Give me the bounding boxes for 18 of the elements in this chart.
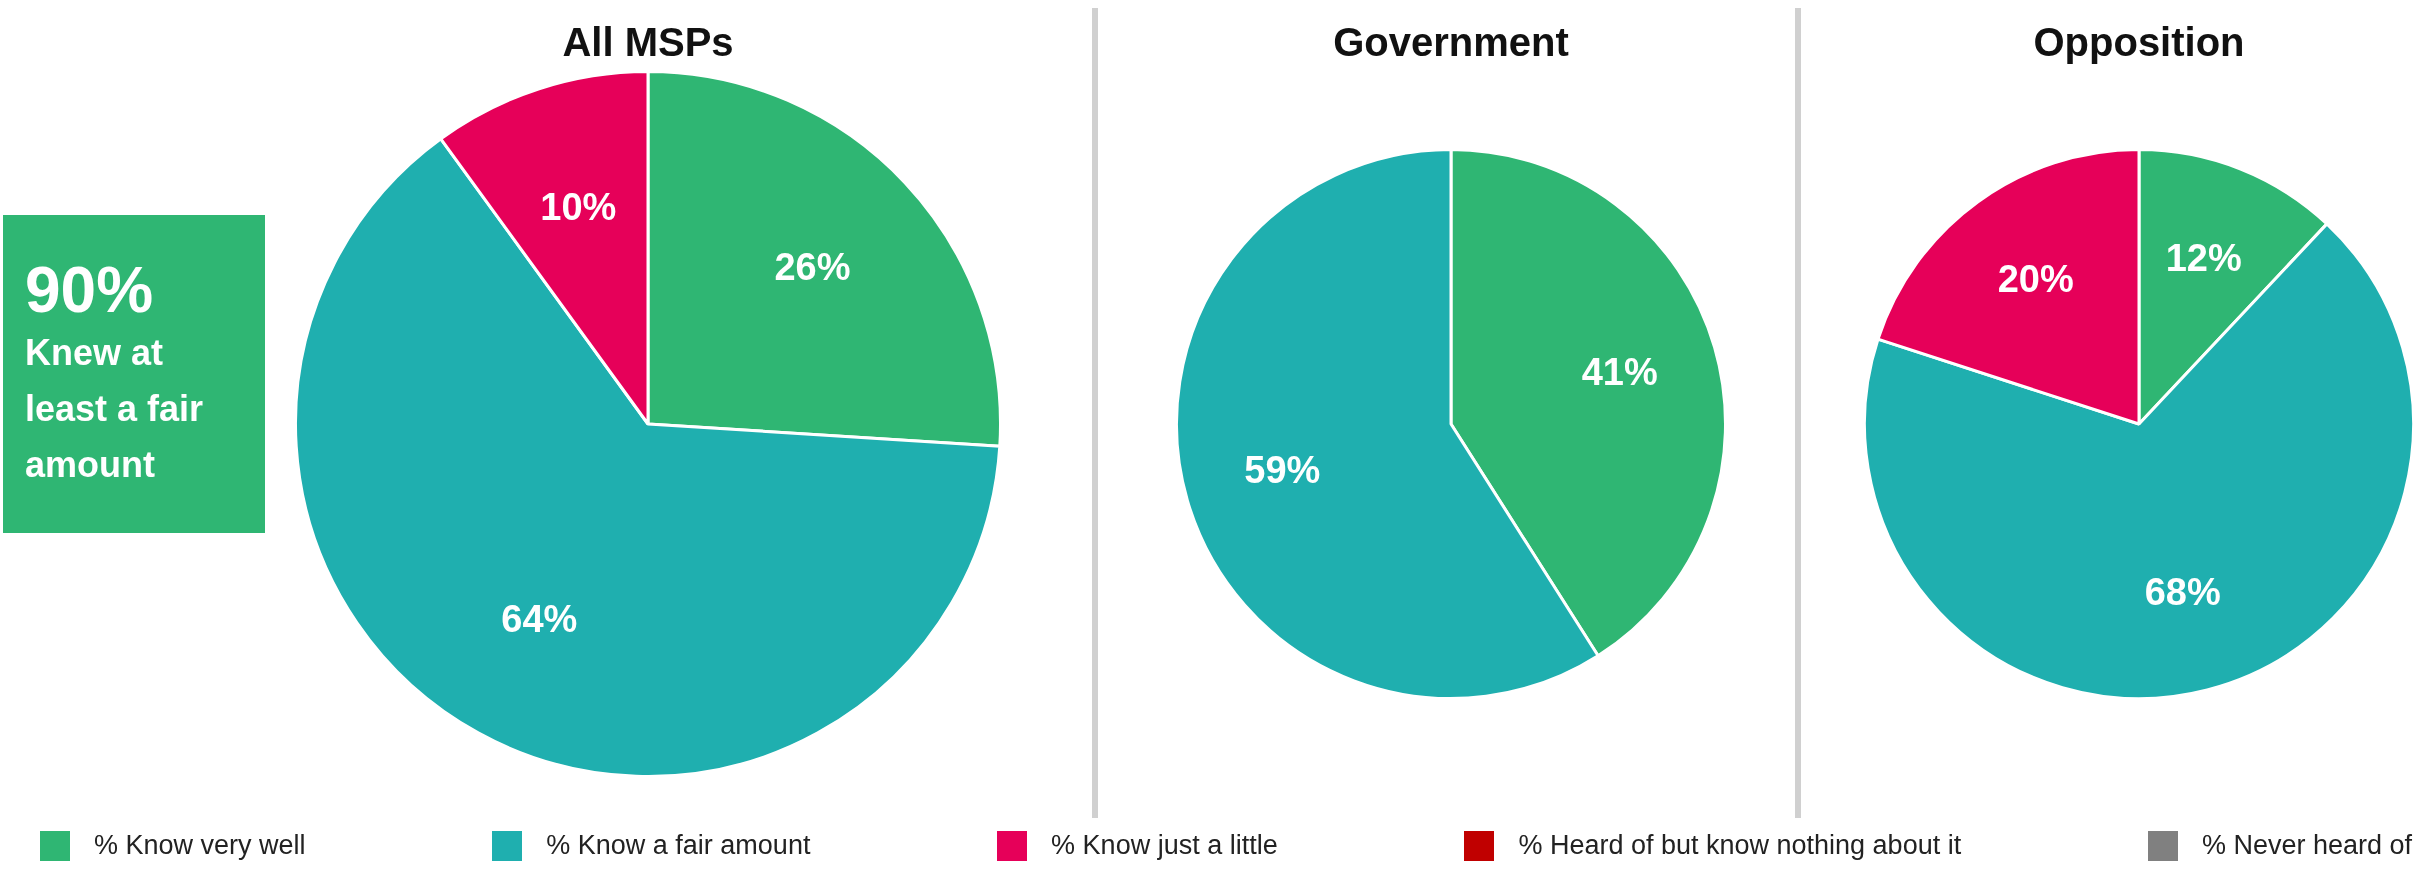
legend-label: % Heard of but know nothing about it: [1518, 830, 1962, 861]
data-label: 64%: [501, 598, 578, 641]
data-label: 59%: [1244, 449, 1321, 492]
text: 90%: [25, 254, 155, 326]
legend-label: % Know a fair amount: [546, 830, 811, 861]
data-label: 26%: [774, 246, 851, 289]
legend-label: % Never heard of: [2201, 830, 2412, 861]
data-label: 10%: [540, 185, 617, 228]
data-label: 12%: [2165, 237, 2242, 280]
legend-label: % Know just a little: [1051, 830, 1278, 861]
chart-title: All MSPs: [562, 20, 734, 65]
data-label: 20%: [1997, 258, 2074, 301]
data-label: 41%: [1581, 351, 1658, 394]
chart-title: Government: [1333, 20, 1569, 65]
legend-label: % Know very well: [94, 830, 306, 861]
text: Knew at least a fair amount: [25, 331, 205, 487]
data-label: 68%: [2144, 570, 2221, 613]
chart-title: Opposition: [2033, 20, 2245, 65]
